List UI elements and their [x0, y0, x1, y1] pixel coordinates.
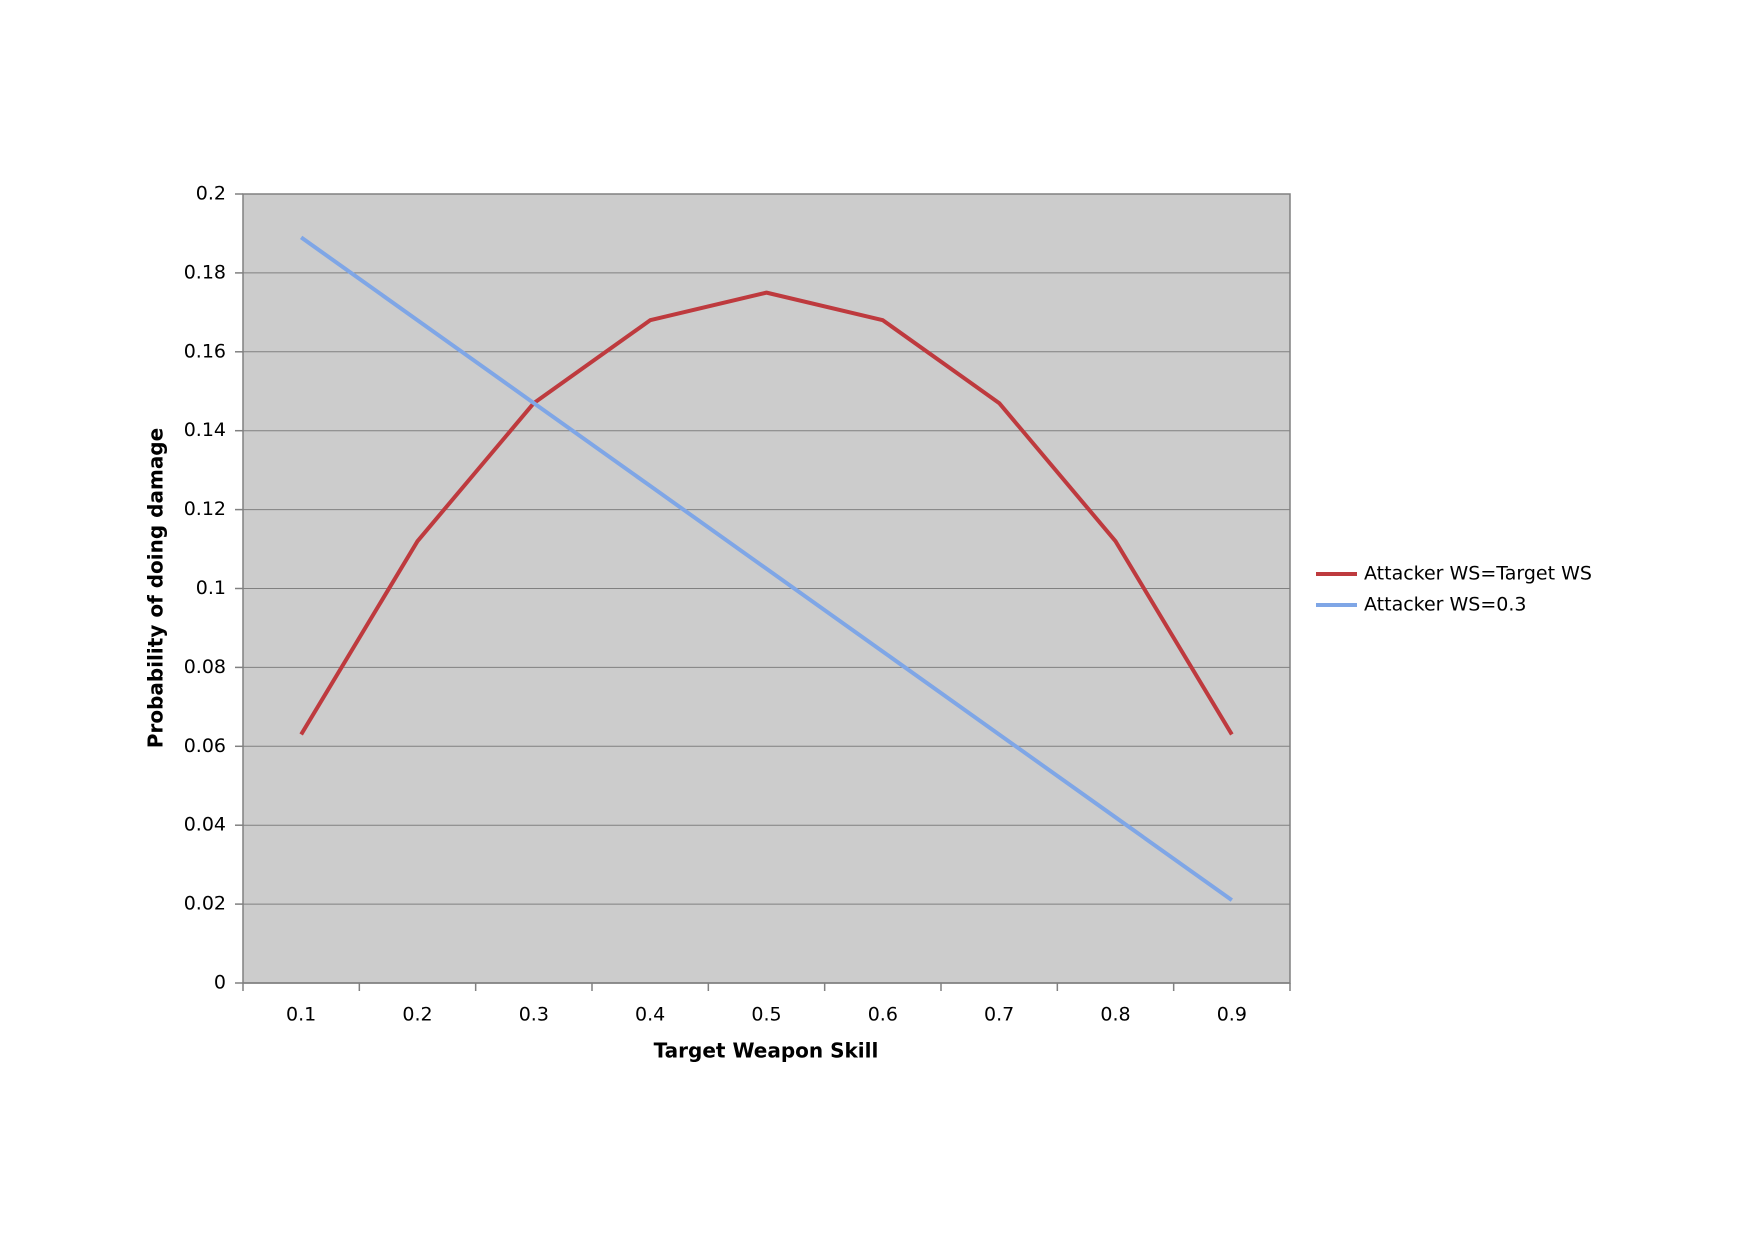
x-tick-label: 0.5 [751, 1004, 781, 1026]
y-tick-label: 0.16 [184, 340, 226, 362]
x-axis-title: Target Weapon Skill [654, 1039, 879, 1063]
x-tick-label: 0.8 [1100, 1004, 1130, 1026]
y-tick-label: 0.1 [196, 577, 226, 599]
x-tick-label: 0.6 [868, 1004, 898, 1026]
x-tick-label: 0.4 [635, 1004, 665, 1026]
x-tick-label: 0.3 [519, 1004, 549, 1026]
series-line [300, 235, 1233, 902]
y-axis-title: Probability of doing damage [144, 428, 168, 748]
y-tick-label: 0 [214, 972, 226, 994]
legend-label: Attacker WS=0.3 [1364, 594, 1527, 616]
legend-label: Attacker WS=Target WS [1364, 563, 1592, 585]
y-tick-label: 0.2 [196, 183, 226, 205]
x-tick-label: 0.7 [984, 1004, 1014, 1026]
y-tick-label: 0.02 [184, 893, 226, 915]
y-tick-label: 0.14 [184, 419, 226, 441]
x-tick-label: 0.1 [286, 1004, 316, 1026]
y-tick-label: 0.06 [184, 735, 226, 757]
y-tick-label: 0.08 [184, 656, 226, 678]
y-tick-label: 0.18 [184, 261, 226, 283]
y-tick-label: 0.04 [184, 814, 226, 836]
x-tick-label: 0.9 [1217, 1004, 1247, 1026]
series-line [299, 290, 1234, 736]
y-tick-label: 0.12 [184, 498, 226, 520]
x-tick-label: 0.2 [402, 1004, 432, 1026]
